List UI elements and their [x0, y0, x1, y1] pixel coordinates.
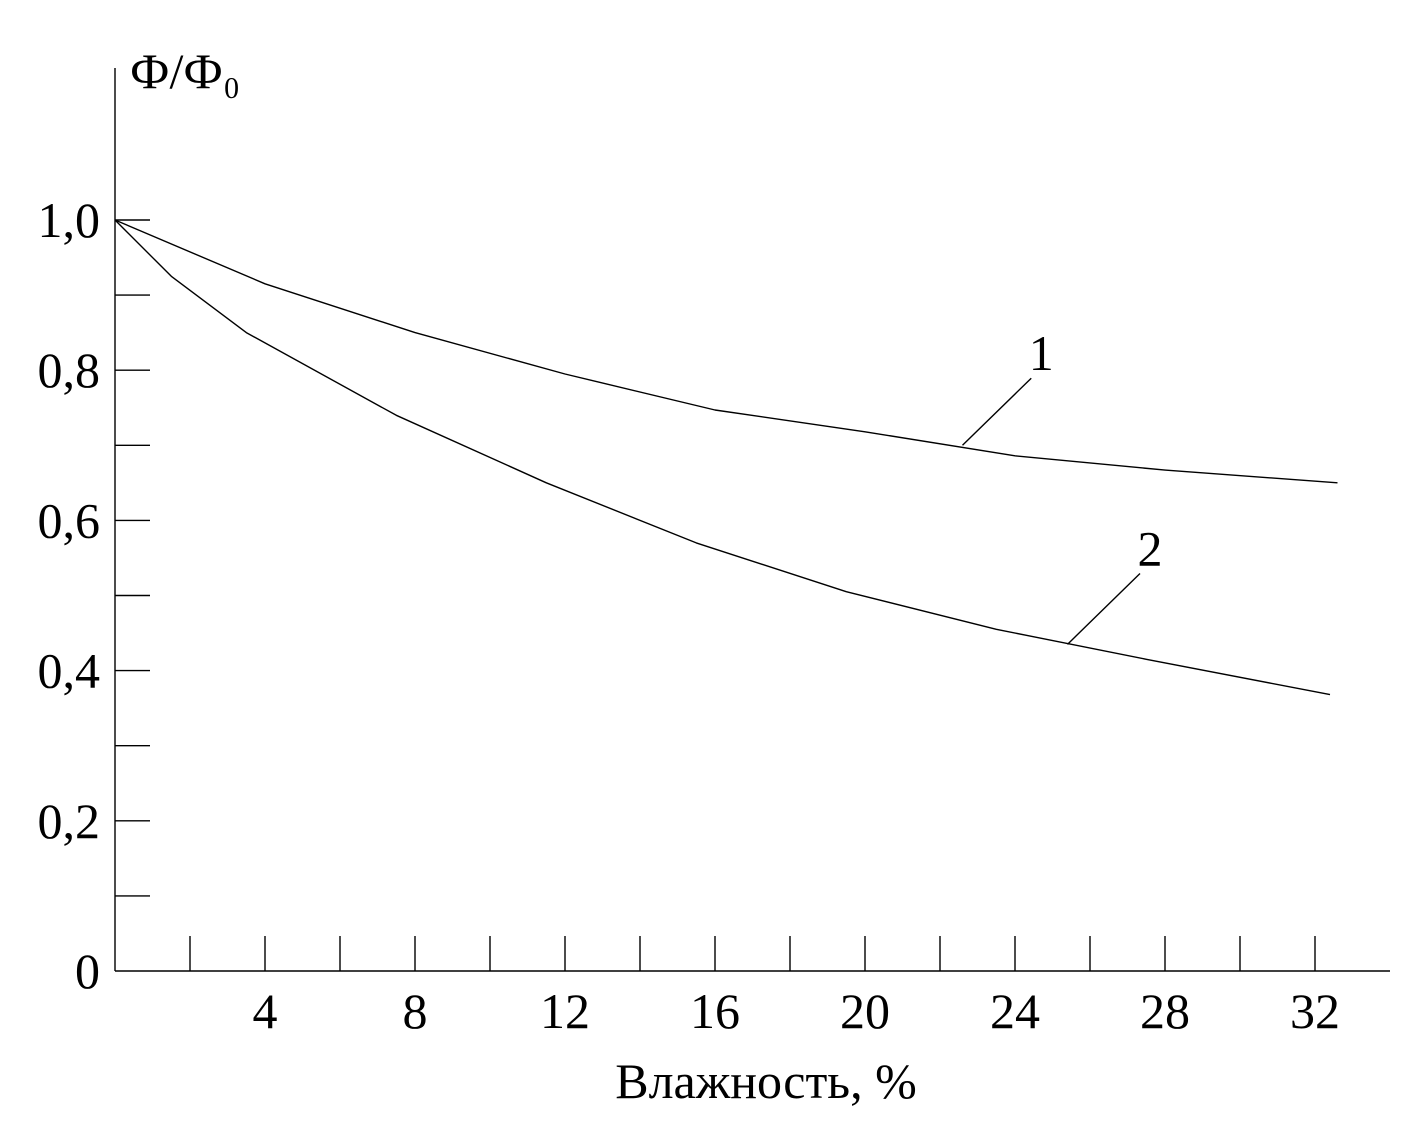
series-label-2: 2	[1138, 520, 1163, 576]
series-leader-line-1	[962, 377, 1032, 446]
x-axis-title: Влажность, %	[615, 1053, 917, 1109]
y-tick-label: 1,0	[38, 192, 101, 248]
series-group	[114, 219, 1338, 696]
series-leader-line-2	[1067, 572, 1141, 645]
series-label-1: 1	[1029, 325, 1054, 381]
x-tick-label: 24	[990, 983, 1040, 1039]
x-tick-label: 12	[540, 983, 590, 1039]
series-line-1	[114, 219, 1338, 484]
y-axis-title: Ф/Ф₀	[130, 43, 240, 99]
series-labels: 12	[962, 325, 1163, 645]
axes	[114, 68, 1390, 972]
x-tick-label: 20	[840, 983, 890, 1039]
x-tick-label: 16	[690, 983, 740, 1039]
x-tick-label: 28	[1140, 983, 1190, 1039]
x-tick-label: 32	[1290, 983, 1340, 1039]
y-tick-label: 0,8	[38, 342, 101, 398]
series-line-2	[114, 219, 1331, 696]
x-tick-label: 8	[403, 983, 428, 1039]
y-tick-label: 0,2	[38, 793, 101, 849]
y-tick-label: 0	[75, 943, 100, 999]
x-tick-label: 4	[253, 983, 278, 1039]
tick-labels: 00,20,40,60,81,04 8 12 16 20 24 28 32	[38, 192, 1341, 1039]
y-tick-label: 0,4	[38, 643, 101, 699]
y-tick-label: 0,6	[38, 492, 101, 548]
ticks	[115, 219, 1316, 971]
